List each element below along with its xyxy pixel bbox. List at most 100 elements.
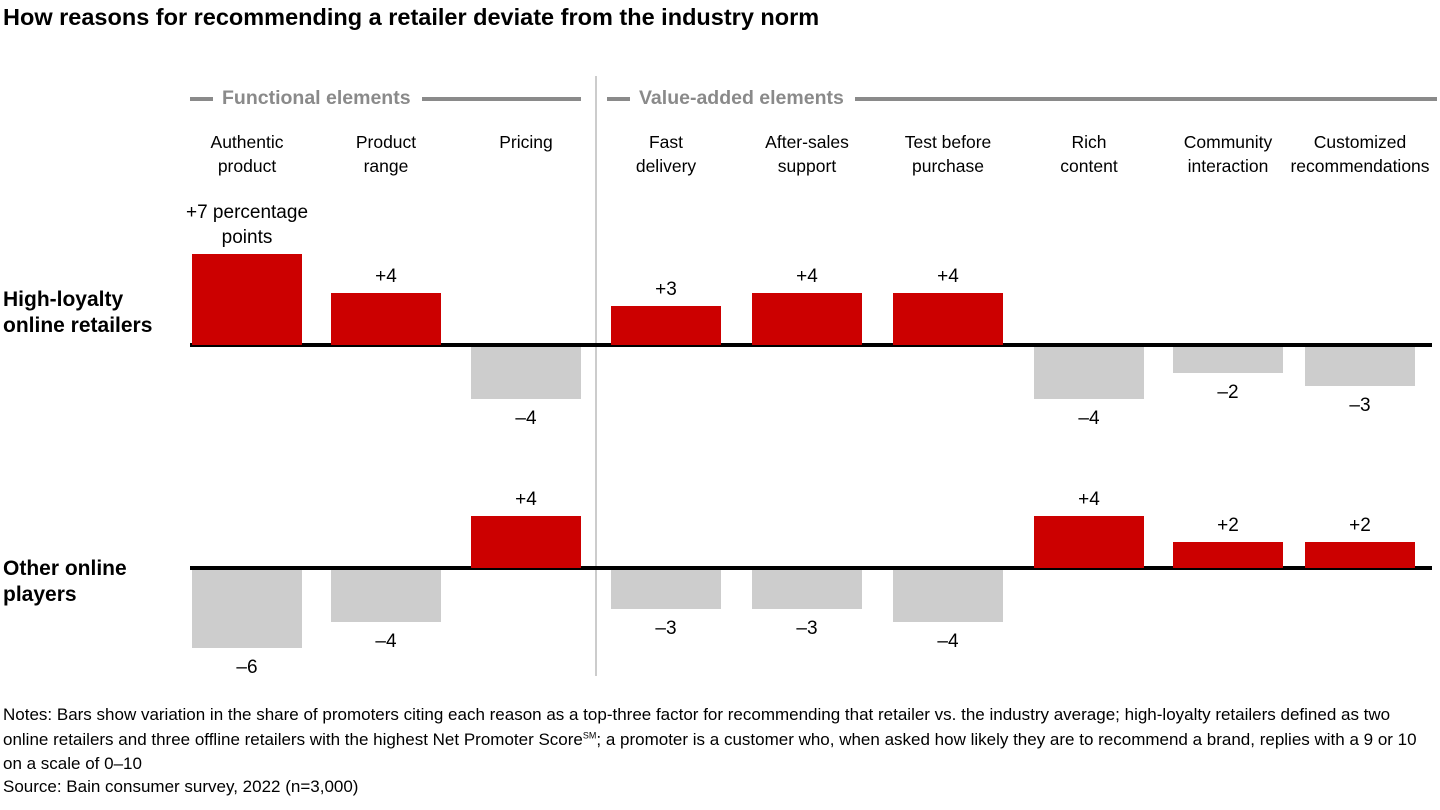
column-label-line: Pricing — [499, 132, 553, 152]
bar-value-label: –3 — [796, 616, 817, 641]
bar — [893, 570, 1003, 622]
chart-title: How reasons for recommending a retailer … — [3, 4, 820, 30]
column-label-line: Fast — [648, 132, 684, 152]
bar — [331, 570, 441, 622]
bar-value-label: +4 — [515, 487, 537, 512]
chart-source: Source: Bain consumer survey, 2022 (n=3,… — [3, 777, 359, 796]
row-label-line: players — [3, 583, 77, 606]
bar — [192, 254, 302, 345]
column-label-line: delivery — [635, 156, 697, 176]
value-label-line: –3 — [1349, 395, 1371, 416]
value-label-line: +4 — [1078, 489, 1100, 510]
group-label: Functional elements — [222, 87, 411, 109]
bar — [1173, 542, 1283, 568]
bar-value-label: –4 — [937, 629, 958, 654]
value-label-line: –4 — [1078, 408, 1100, 429]
value-label-line: +7 percentage — [185, 202, 309, 223]
bar — [611, 306, 721, 345]
column-label: Rich content — [1060, 130, 1117, 178]
value-label-line: –4 — [937, 631, 959, 652]
value-label-line: +4 — [375, 266, 397, 287]
bar — [471, 516, 581, 568]
column-label: Product range — [356, 130, 416, 178]
row-label: High-loyalty online retailers — [3, 287, 152, 339]
notes-text-continued: ; a promoter is a customer who, when ask… — [3, 729, 1417, 774]
column-label: Test before purchase — [905, 130, 992, 178]
column-label: Community interaction — [1184, 130, 1273, 178]
bar-value-label: –4 — [515, 406, 536, 431]
value-label-line: –6 — [236, 657, 258, 678]
column-label-line: product — [217, 156, 277, 176]
column-label-line: recommendations — [1290, 156, 1430, 176]
bar — [331, 293, 441, 345]
value-label-line: points — [221, 227, 273, 248]
notes-text: Notes: Bars show variation in the share … — [3, 705, 1391, 749]
deviation-bar-chart: Functional elements Value-added elements A… — [3, 76, 1437, 680]
bar-value-label: +4 — [375, 264, 397, 289]
value-label-line: –2 — [1217, 382, 1239, 403]
value-label-line: –4 — [515, 408, 537, 429]
bar-value-label: +4 — [937, 264, 959, 289]
bar — [752, 293, 862, 345]
bar-value-label: +2 — [1349, 513, 1371, 538]
value-label-line: +4 — [796, 266, 818, 287]
bar-value-label: +3 — [655, 277, 677, 302]
group-rule-line — [421, 96, 581, 101]
group-label: Value-added elements — [639, 87, 844, 109]
group-divider-line — [595, 76, 597, 676]
value-label-line: –4 — [375, 631, 397, 652]
column-label-line: Product — [355, 132, 417, 152]
bar-value-label: –2 — [1217, 380, 1238, 405]
bar-value-label: –3 — [655, 616, 676, 641]
column-label-line: content — [1060, 156, 1118, 176]
column-label: Customized recommendations — [1290, 130, 1429, 178]
column-label-line: interaction — [1187, 156, 1269, 176]
group-header-functional: Functional elements — [190, 87, 581, 110]
column-label-line: Test before — [904, 132, 992, 152]
column-label-line: Authentic — [210, 132, 284, 152]
bar — [893, 293, 1003, 345]
chart-notes: Notes: Bars show variation in the share … — [3, 703, 1437, 777]
row-label-line: online retailers — [3, 314, 153, 337]
bar — [752, 570, 862, 609]
bar — [1305, 542, 1415, 568]
value-label-line: +4 — [515, 489, 537, 510]
bar-value-label: –6 — [236, 655, 257, 680]
group-header-value-added: Value-added elements — [607, 87, 1437, 110]
value-label-line: +2 — [1349, 515, 1371, 536]
column-label: After-sales support — [765, 130, 849, 178]
row-label: Other online players — [3, 556, 127, 608]
column-label-line: After-sales — [765, 132, 849, 152]
column-label: Fast delivery — [636, 130, 696, 178]
bar-value-label: –3 — [1349, 393, 1370, 418]
axis-baseline — [190, 343, 1432, 347]
column-label-line: purchase — [911, 156, 984, 176]
bar — [1305, 347, 1415, 386]
bar — [1034, 347, 1144, 399]
column-label-line: support — [777, 156, 837, 176]
axis-baseline — [190, 566, 1432, 570]
value-label-line: +3 — [655, 279, 677, 300]
bar — [1034, 516, 1144, 568]
bar — [1173, 347, 1283, 373]
value-label-line: +4 — [937, 266, 959, 287]
bar-value-label: +4 — [796, 264, 818, 289]
column-label: Authentic product — [211, 130, 284, 178]
column-label-line: Community — [1183, 132, 1273, 152]
group-dash-icon — [607, 96, 630, 101]
column-label-line: Rich — [1071, 132, 1107, 152]
bar-value-label: –4 — [375, 629, 396, 654]
value-label-line: +2 — [1217, 515, 1239, 536]
column-label-line: Customized — [1313, 132, 1407, 152]
group-rule-line — [854, 96, 1437, 101]
bar-value-label: +2 — [1217, 513, 1239, 538]
bar-value-label: +7 percentage points — [186, 200, 308, 250]
bar — [192, 570, 302, 648]
service-mark: SM — [582, 729, 597, 740]
group-dash-icon — [190, 96, 213, 101]
bar — [611, 570, 721, 609]
column-label: Pricing — [499, 130, 553, 154]
row-label-line: Other online — [3, 557, 127, 580]
value-label-line: –3 — [796, 618, 818, 639]
